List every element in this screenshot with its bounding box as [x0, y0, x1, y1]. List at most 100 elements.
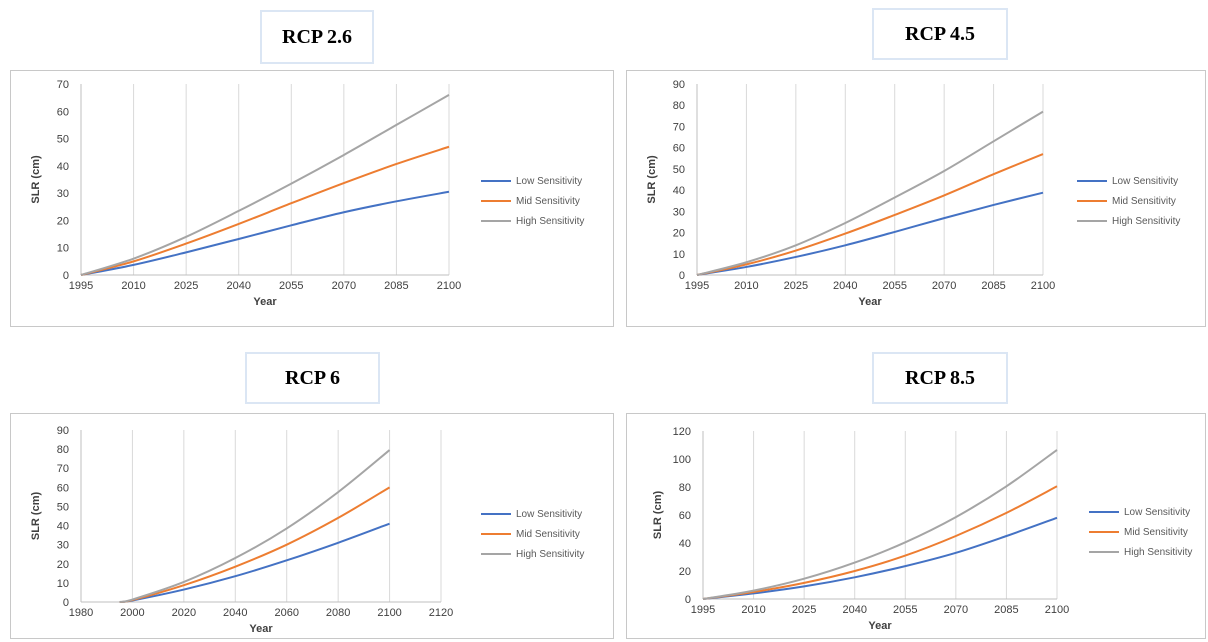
legend-item: High Sensitivity [1077, 211, 1180, 231]
chart-panel-rcp26: 0 10 20 30 40 50 60 70 1995 2010 2025 2040 2055 2070 2… [10, 70, 614, 327]
chart-title-rcp6: RCP 6 [245, 352, 380, 404]
legend-label: High Sensitivity [1112, 215, 1181, 227]
x-axis-title: Year [868, 620, 892, 632]
y-tick-label: 0 [63, 597, 69, 609]
y-tick-label: 20 [57, 559, 69, 571]
legend-item: Mid Sensitivity [1077, 191, 1180, 211]
y-tick-label: 0 [679, 270, 685, 282]
y-tick-label: 100 [673, 454, 691, 466]
chart-legend: Low Sensitivity Mid Sensitivity High Sensi… [481, 504, 584, 564]
x-axis-title: Year [253, 296, 277, 308]
x-tick-label: 2085 [981, 280, 1005, 292]
y-tick-label: 60 [57, 106, 69, 118]
chart-panel-rcp45: 0 10 20 30 40 50 60 70 80 90 1995 2010 2025 2040 2055 2… [626, 70, 1206, 327]
x-tick-label: 1995 [69, 280, 93, 292]
y-tick-label: 40 [673, 185, 685, 197]
legend-label: High Sensitivity [516, 548, 585, 560]
y-tick-label: 70 [57, 79, 69, 91]
y-axis-title: SLR (cm) [652, 491, 664, 540]
legend-swatch [1089, 531, 1119, 533]
x-axis-title: Year [249, 623, 273, 635]
y-tick-label: 0 [63, 270, 69, 282]
x-tick-label: 2000 [120, 607, 144, 619]
x-tick-label: 2040 [226, 280, 250, 292]
y-tick-label: 80 [673, 100, 685, 112]
x-tick-label: 1995 [685, 280, 709, 292]
y-tick-label: 30 [57, 188, 69, 200]
series-line-high-sensitivity [119, 449, 391, 603]
x-tick-label: 2055 [893, 604, 917, 616]
x-tick-label: 1980 [69, 607, 93, 619]
y-tick-label: 20 [57, 215, 69, 227]
legend-item: Mid Sensitivity [481, 191, 584, 211]
x-tick-label: 2040 [842, 604, 866, 616]
x-tick-label: 2010 [741, 604, 765, 616]
legend-item: High Sensitivity [481, 544, 584, 564]
x-tick-label: 2020 [172, 607, 196, 619]
x-tick-label: 2010 [121, 280, 145, 292]
legend-item: Low Sensitivity [481, 171, 584, 191]
x-tick-label: 2085 [994, 604, 1018, 616]
x-tick-label: 2060 [274, 607, 298, 619]
x-tick-label: 2070 [932, 280, 956, 292]
chart-svg: 0 10 20 30 40 50 60 70 1995 2010 2025 2040 2055 2070 2… [30, 79, 461, 308]
chart-svg: 0 10 20 30 40 50 60 70 80 90 1980 2000 2020 2040 2060 2… [30, 425, 453, 635]
legend-swatch [481, 513, 511, 515]
series-line-mid-sensitivity [119, 486, 391, 603]
series-line-low-sensitivity [702, 516, 1058, 600]
legend-label: Low Sensitivity [516, 508, 583, 520]
legend-label: Low Sensitivity [1124, 506, 1191, 518]
y-tick-label: 20 [679, 566, 691, 578]
x-tick-label: 2025 [784, 280, 808, 292]
series-line-high-sensitivity [702, 449, 1058, 600]
x-tick-label: 2070 [944, 604, 968, 616]
series-line-high-sensitivity [696, 110, 1044, 276]
series-line-mid-sensitivity [702, 485, 1058, 600]
x-tick-label: 2055 [279, 280, 303, 292]
x-tick-label: 2040 [833, 280, 857, 292]
y-tick-label: 10 [57, 578, 69, 590]
x-tick-label: 2100 [1031, 280, 1055, 292]
chart-svg: 0 10 20 30 40 50 60 70 80 90 1995 2010 2025 2040 2055 2… [646, 79, 1055, 308]
legend-swatch [1089, 511, 1119, 513]
y-tick-label: 70 [673, 121, 685, 133]
y-tick-label: 60 [57, 482, 69, 494]
legend-swatch [481, 220, 511, 222]
series-line-mid-sensitivity [696, 153, 1044, 276]
legend-swatch [1077, 200, 1107, 202]
legend-item: Low Sensitivity [1089, 502, 1192, 522]
legend-swatch [1077, 180, 1107, 182]
chart-title-rcp45: RCP 4.5 [872, 8, 1008, 60]
legend-item: Mid Sensitivity [1089, 522, 1192, 542]
x-tick-label: 2025 [792, 604, 816, 616]
x-tick-label: 2100 [377, 607, 401, 619]
legend-swatch [1077, 220, 1107, 222]
x-tick-label: 2040 [223, 607, 247, 619]
legend-item: Low Sensitivity [1077, 171, 1180, 191]
legend-swatch [481, 553, 511, 555]
series-line-low-sensitivity [80, 190, 450, 276]
x-tick-label: 2120 [429, 607, 453, 619]
y-tick-label: 40 [679, 538, 691, 550]
y-tick-label: 10 [57, 243, 69, 255]
x-tick-label: 2070 [332, 280, 356, 292]
y-tick-label: 50 [57, 501, 69, 513]
legend-item: High Sensitivity [1089, 542, 1192, 562]
legend-label: Mid Sensitivity [1124, 526, 1188, 538]
y-tick-label: 90 [57, 425, 69, 437]
x-tick-label: 2085 [384, 280, 408, 292]
x-tick-label: 2080 [326, 607, 350, 619]
x-tick-label: 2100 [1045, 604, 1069, 616]
y-tick-label: 120 [673, 426, 691, 438]
legend-label: Mid Sensitivity [516, 528, 580, 540]
legend-label: Low Sensitivity [1112, 175, 1179, 187]
y-tick-label: 80 [679, 482, 691, 494]
y-tick-label: 30 [57, 540, 69, 552]
y-tick-label: 90 [673, 79, 685, 91]
legend-swatch [481, 533, 511, 535]
legend-label: Mid Sensitivity [1112, 195, 1176, 207]
y-tick-label: 40 [57, 161, 69, 173]
x-tick-label: 2025 [174, 280, 198, 292]
series-line-low-sensitivity [696, 191, 1044, 276]
